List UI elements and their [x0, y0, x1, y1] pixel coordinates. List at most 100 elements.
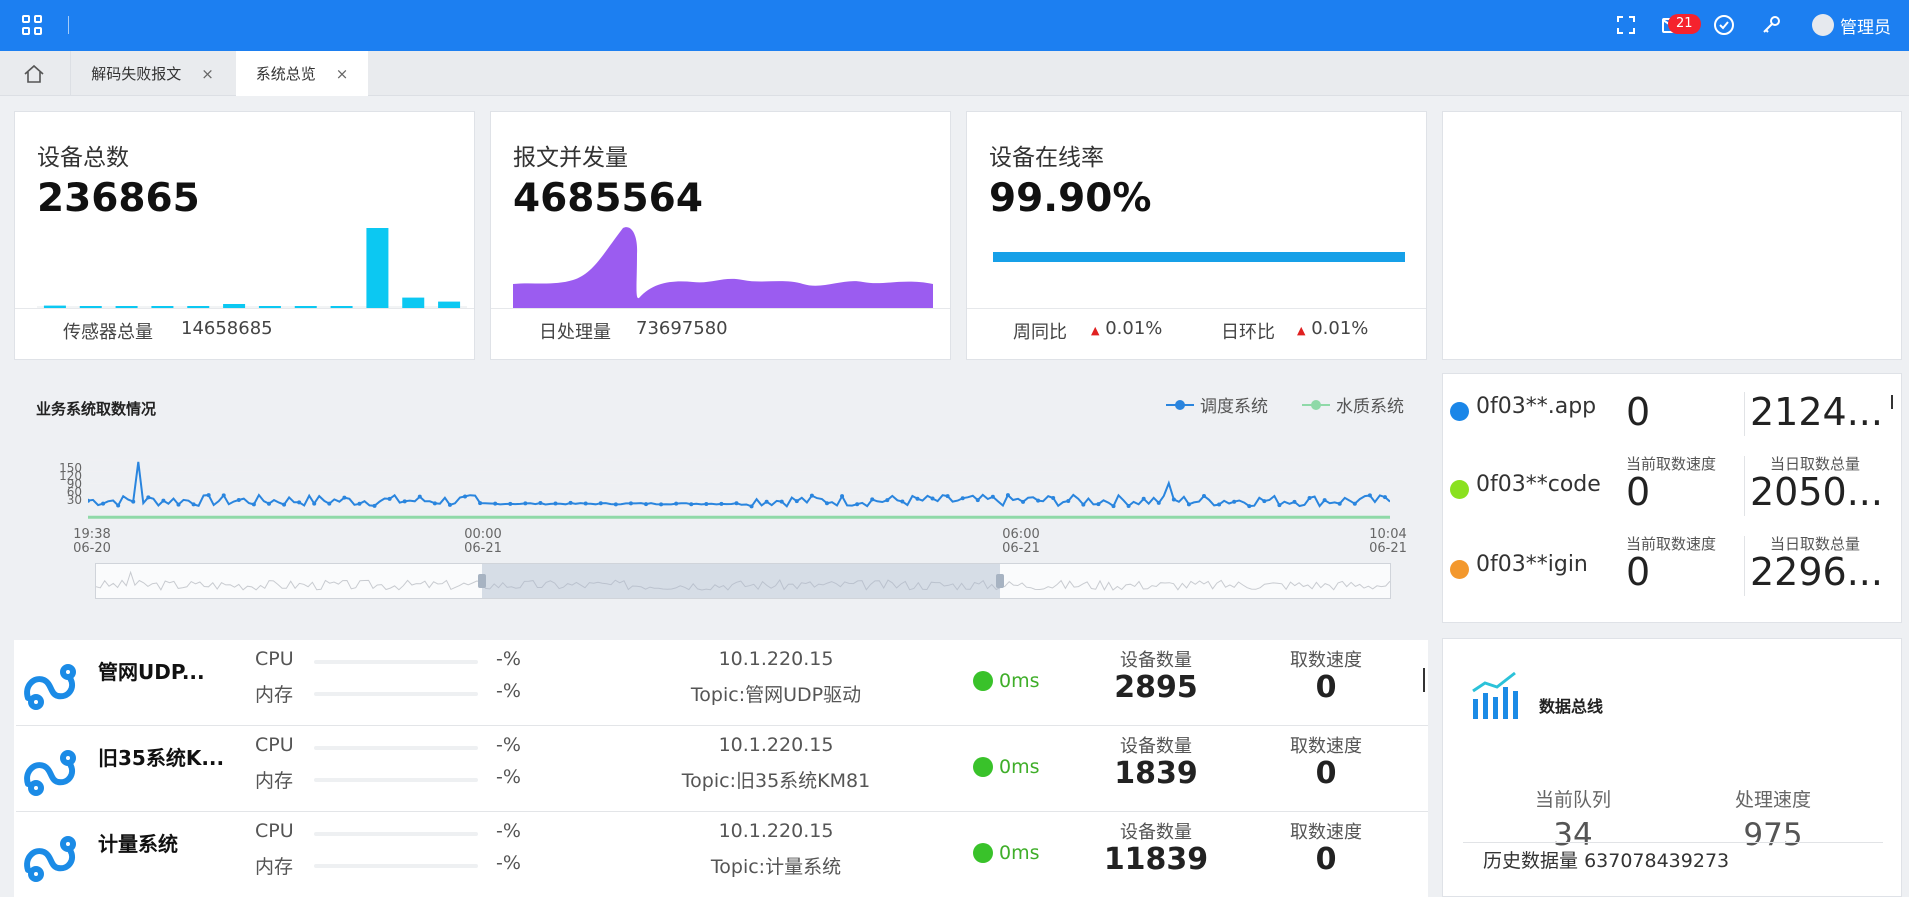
- close-icon[interactable]: ×: [335, 64, 349, 83]
- zoom-handle-left[interactable]: [478, 574, 486, 588]
- series-point-dispatch: [357, 501, 362, 506]
- sparkline-bar: [330, 306, 353, 308]
- series-point-dispatch: [1186, 502, 1191, 507]
- series-point-dispatch: [88, 498, 90, 503]
- series-point-dispatch: [1382, 495, 1387, 500]
- sparkline-bar: [79, 306, 102, 308]
- driver-row[interactable]: 管网UDP... CPU -% 内存 -% 10.1.220.15 Topic:…: [16, 642, 1428, 726]
- up-arrow-icon: ▲: [1091, 324, 1100, 337]
- sparkline-bar: [187, 306, 210, 308]
- series-point-dispatch: [975, 498, 980, 503]
- device-count-label: 设备数量: [1120, 736, 1192, 757]
- sparkline-bar: [115, 306, 138, 308]
- chart-title: 业务系统取数情况: [36, 400, 157, 418]
- zoom-selected-range[interactable]: [482, 564, 1000, 598]
- mem-value: -%: [496, 852, 521, 874]
- series-point-dispatch: [885, 498, 890, 503]
- tab-decode-failed[interactable]: 解码失败报文 ×: [70, 51, 234, 96]
- daily-processed-value: 73697580: [636, 318, 728, 339]
- cpu-value: -%: [496, 820, 521, 842]
- tab-system-overview[interactable]: 系统总览 ×: [236, 51, 368, 96]
- key-icon[interactable]: [1760, 13, 1784, 37]
- source-row[interactable]: 当前取数速度 当日取数总量 0f03**code 0 2050...: [1448, 455, 1908, 534]
- check-circle-icon[interactable]: [1712, 13, 1736, 37]
- message-area-sparkline: [513, 227, 933, 308]
- source-row[interactable]: 当前取数速度 当日取数总量 0f03**igin 0 2296...: [1448, 535, 1908, 614]
- series-point-dispatch: [146, 495, 151, 500]
- status-dot: [973, 757, 993, 777]
- series-point-dispatch: [1202, 494, 1206, 499]
- mem-label: 内存: [255, 856, 294, 878]
- mail-badge: 21: [1668, 14, 1701, 34]
- kpi-value: 4685564: [513, 176, 703, 221]
- y-tick-label: 150: [59, 461, 82, 475]
- device-count-value: 1839: [1114, 756, 1198, 791]
- series-point-dispatch: [372, 503, 377, 508]
- x-tick-label: 06:00 06-21: [1002, 527, 1040, 556]
- topbar-divider: [68, 16, 69, 34]
- series-point-dispatch: [523, 501, 528, 506]
- sparkline-bar: [151, 306, 174, 308]
- zoom-handle-right[interactable]: [996, 574, 1004, 588]
- sparkline-bar: [223, 304, 246, 308]
- fetch-speed-value: 0: [1315, 842, 1337, 877]
- source-color-dot: [1450, 480, 1469, 499]
- history-value: 637078439273: [1584, 850, 1730, 872]
- legend-water-icon: [1302, 399, 1330, 410]
- source-row[interactable]: 0f03**.app 0 2124...: [1448, 380, 1908, 458]
- latency: 0ms: [999, 670, 1040, 692]
- legend-item-water[interactable]: 水质系统: [1302, 392, 1404, 417]
- source-total-label: 当日取数总量: [1770, 455, 1861, 473]
- series-point-dispatch: [553, 501, 558, 506]
- home-icon[interactable]: [22, 63, 46, 85]
- kpi-card-devices: 设备总数 236865 传感器总量 14658685: [14, 111, 475, 360]
- series-point-dispatch: [312, 501, 317, 506]
- sparkline-bar: [402, 297, 425, 308]
- series-point-dispatch: [478, 501, 483, 506]
- series-point-dispatch: [101, 501, 106, 506]
- user-menu[interactable]: 管理员: [1812, 12, 1891, 38]
- series-point-dispatch: [1156, 500, 1161, 505]
- driver-name: 管网UDP...: [98, 660, 205, 684]
- source-speed: 0: [1626, 550, 1651, 594]
- fetch-speed-label: 取数速度: [1290, 736, 1362, 757]
- user-name: 管理员: [1840, 17, 1891, 38]
- driver-topic: Topic:管网UDP驱动: [690, 684, 862, 706]
- fullscreen-icon[interactable]: [1614, 13, 1638, 37]
- day-compare-value: 0.01%: [1311, 318, 1369, 339]
- device-bar-sparkline: [37, 228, 467, 308]
- series-point-dispatch: [764, 499, 769, 504]
- driver-ip: 10.1.220.15: [718, 820, 834, 842]
- device-count-value: 11839: [1103, 842, 1209, 877]
- scrollbar[interactable]: [1891, 395, 1893, 409]
- series-point-dispatch: [1277, 503, 1282, 508]
- series-point-dispatch: [1126, 503, 1131, 508]
- empty-card: [1442, 111, 1902, 360]
- online-progress-fill: [993, 252, 1405, 262]
- close-icon[interactable]: ×: [201, 64, 214, 83]
- series-point-dispatch: [447, 502, 452, 507]
- driver-topic: Topic:计量系统: [710, 856, 842, 878]
- series-point-dispatch: [116, 503, 121, 508]
- data-zoom-slider[interactable]: [95, 563, 1391, 599]
- source-total-label: 当日取数总量: [1770, 535, 1861, 553]
- series-point-dispatch: [161, 498, 166, 503]
- series-point-dispatch: [824, 501, 829, 506]
- latency: 0ms: [999, 842, 1040, 864]
- driver-status: 0ms: [973, 756, 1040, 778]
- driver-row[interactable]: 旧35系统K... CPU -% 内存 -% 10.1.220.15 Topic…: [16, 728, 1428, 812]
- bar-chart-icon: [1472, 671, 1518, 719]
- sensor-total-value: 14658685: [181, 318, 273, 339]
- driver-row[interactable]: 计量系统 CPU -% 内存 -% 10.1.220.15 Topic:计量系统…: [16, 814, 1428, 897]
- bus-divider: [1463, 842, 1883, 843]
- driver-name: 计量系统: [98, 832, 178, 856]
- driver-scrollbar[interactable]: [1423, 668, 1425, 692]
- series-point-dispatch: [493, 501, 498, 506]
- kpi-divider: [15, 308, 474, 309]
- legend-item-dispatch[interactable]: 调度系统: [1166, 392, 1268, 417]
- series-point-dispatch: [779, 499, 784, 504]
- apps-grid-icon[interactable]: [22, 15, 44, 37]
- tab-label: 解码失败报文: [91, 65, 182, 83]
- mem-bar: [314, 864, 478, 868]
- mem-bar: [314, 778, 478, 782]
